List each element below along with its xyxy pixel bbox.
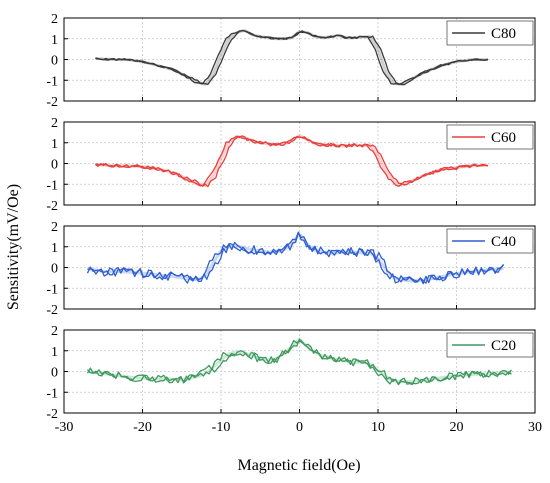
y-tick-label: -2 xyxy=(46,199,58,214)
y-tick-label: 2 xyxy=(51,220,58,235)
series-c60-trace-2 xyxy=(95,135,489,187)
y-tick-label: 1 xyxy=(51,137,58,152)
series-c40-trace-2 xyxy=(86,231,505,285)
y-tick-label: 1 xyxy=(51,241,58,256)
y-tick-label: 2 xyxy=(51,116,58,131)
y-tick-label: -2 xyxy=(46,407,58,422)
series-c80-trace-2 xyxy=(95,30,488,86)
legend-label: C80 xyxy=(491,26,516,42)
y-tick-label: 0 xyxy=(51,158,58,173)
y-tick-label: 0 xyxy=(51,262,58,277)
y-tick-label: 1 xyxy=(51,33,58,48)
x-tick-label: 10 xyxy=(371,420,385,435)
y-tick-label: -2 xyxy=(46,95,58,110)
series-c60-trace-1 xyxy=(95,135,489,188)
x-tick-label: -10 xyxy=(212,420,231,435)
y-tick-label: -1 xyxy=(46,74,58,89)
x-tick-label: 20 xyxy=(450,420,464,435)
legend-label: C40 xyxy=(491,234,516,250)
y-tick-label: 2 xyxy=(51,324,58,339)
y-tick-label: 0 xyxy=(51,366,58,381)
x-tick-label: 30 xyxy=(528,420,542,435)
y-tick-label: -1 xyxy=(46,386,58,401)
panel-c60: -2 -1 0 1 2 C60 xyxy=(46,116,536,214)
y-tick-label: 2 xyxy=(51,12,58,27)
x-tick-label: 0 xyxy=(296,420,303,435)
y-axis-label: Sensitivity(mV/Oe) xyxy=(5,184,22,310)
legend-label: C60 xyxy=(491,130,516,146)
series-c20-trace-2 xyxy=(87,339,512,386)
series-c40-trace-1 xyxy=(87,231,505,284)
legend-label: C20 xyxy=(491,338,516,354)
y-tick-label: -1 xyxy=(46,282,58,297)
panel-c80: -2 -1 0 1 2 C80 xyxy=(46,12,536,110)
panel-c40: -2 -1 0 1 2 C40 xyxy=(46,220,536,318)
x-tick-label: -30 xyxy=(55,420,74,435)
y-tick-label: -1 xyxy=(46,178,58,193)
x-tick-label: -20 xyxy=(133,420,152,435)
x-axis-label: Magnetic field(Oe) xyxy=(237,457,360,474)
y-tick-label: -2 xyxy=(46,303,58,318)
panels-group: -2-1012C80-2-1012C60-2-1012C40-2-1012C20… xyxy=(46,12,542,435)
y-tick-label: 1 xyxy=(51,345,58,360)
y-tick-label: 0 xyxy=(51,54,58,69)
